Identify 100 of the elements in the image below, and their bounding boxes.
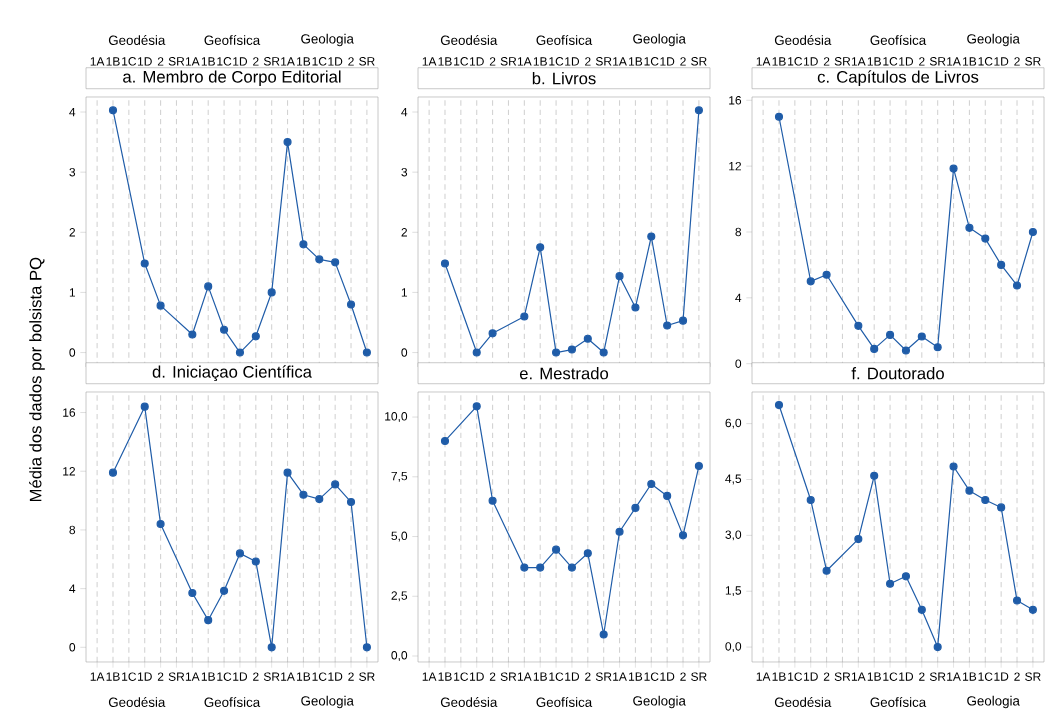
x-tick-label: 1B	[438, 57, 452, 66]
x-tick-label: SR	[1025, 672, 1041, 681]
point	[315, 495, 324, 504]
x-tick-label: 1B	[867, 57, 881, 66]
x-tick-label: 2	[1014, 57, 1020, 66]
text: Geofísica	[870, 35, 927, 45]
x-tick-label: SR	[168, 57, 185, 66]
point	[583, 334, 592, 343]
x-tick-label: 1D	[803, 672, 818, 681]
point	[251, 332, 260, 341]
x-tick-label: 1B	[106, 672, 120, 681]
x-tick-label: SR	[929, 672, 946, 681]
point	[283, 138, 292, 147]
text: Geodésia	[108, 35, 166, 45]
point	[567, 563, 577, 572]
x-tick-label: 1D	[328, 57, 343, 66]
x-tick-label: 1C	[644, 672, 659, 681]
x-tick-label: 1B	[106, 57, 120, 66]
y-axis-title: Média dos dados por bolsista PQ	[29, 257, 45, 502]
x-tick-label: 2	[253, 57, 259, 66]
point	[870, 344, 879, 353]
text: Geologia	[301, 33, 354, 47]
point	[854, 321, 863, 330]
point	[822, 270, 831, 279]
y-tick-label: 1,5	[725, 586, 742, 597]
x-tick-label: 1D	[233, 57, 248, 66]
x-tick-label: 1B	[297, 672, 311, 681]
x-tick-label: 1D	[328, 672, 343, 681]
point	[694, 106, 703, 115]
y-tick-label: 3	[401, 167, 408, 177]
x-tick-label: 1D	[660, 672, 675, 681]
x-tick-label: 1A	[90, 57, 105, 66]
point	[315, 255, 324, 264]
x-tick-label: 1D	[994, 57, 1009, 66]
point	[472, 402, 481, 411]
chart-title: e. Mestrado	[519, 367, 609, 380]
y-tick-label: 0,0	[725, 642, 742, 653]
point	[806, 495, 815, 505]
point	[949, 164, 958, 173]
x-tick-label: SR	[263, 672, 280, 681]
text: Geodésia	[774, 35, 832, 45]
point	[678, 531, 688, 540]
point	[678, 316, 688, 325]
y-tick-label: 5,0	[391, 531, 408, 542]
point	[870, 471, 879, 480]
x-tick-label: 1D	[899, 672, 914, 681]
point	[267, 643, 276, 652]
x-tick-label: 1C	[122, 57, 137, 66]
y-tick-label: 3	[69, 167, 76, 177]
x-tick-label: 1C	[883, 57, 898, 66]
x-tick-label: 1D	[469, 57, 484, 66]
point	[854, 535, 863, 544]
text: Geologia	[301, 695, 354, 709]
point	[822, 566, 831, 575]
y-tick-label: 8	[735, 227, 742, 237]
point	[917, 332, 926, 341]
text: Geofísica	[204, 35, 261, 45]
x-tick-label: 2	[823, 672, 830, 681]
point	[440, 436, 450, 446]
x-tick-label: 1A	[517, 672, 532, 681]
chart-title: b. Livros	[532, 72, 596, 85]
x-tick-label: SR	[595, 672, 612, 681]
y-tick-label: 3,0	[725, 530, 742, 541]
point	[901, 346, 911, 355]
x-tick-label: 1B	[963, 672, 977, 681]
point	[965, 486, 974, 495]
x-tick-label: 2	[348, 57, 354, 66]
x-tick-label: 2	[585, 672, 591, 681]
x-tick-label: 1B	[533, 57, 547, 66]
point	[188, 330, 197, 339]
point	[933, 343, 942, 352]
x-tick-label: 1A	[947, 57, 961, 66]
y-tick-label: 7,5	[391, 471, 408, 482]
x-tick-label: 1C	[788, 672, 803, 681]
x-tick-label: 1A	[517, 57, 532, 66]
y-tick-label: 4	[401, 107, 408, 117]
point	[220, 325, 229, 334]
x-tick-label: 1B	[867, 672, 881, 681]
x-tick-label: 1C	[312, 57, 327, 66]
point	[917, 605, 926, 614]
x-tick-label: 1B	[201, 672, 215, 681]
y-tick-label: 8	[69, 525, 76, 535]
x-tick-label: 2	[919, 672, 925, 681]
y-tick-label: 1	[69, 288, 76, 297]
point	[520, 312, 529, 321]
point	[488, 329, 497, 338]
x-tick-label: 1B	[438, 672, 452, 681]
y-tick-label: 4	[69, 584, 76, 593]
x-tick-label: 1C	[549, 672, 564, 681]
point	[472, 348, 481, 357]
point	[1012, 281, 1022, 290]
x-tick-label: 1C	[978, 672, 993, 681]
x-tick-label: 1C	[788, 57, 803, 66]
point	[997, 260, 1006, 269]
point	[156, 519, 165, 529]
y-tick-label: 4,5	[725, 474, 742, 485]
point	[1028, 227, 1037, 237]
point	[362, 348, 371, 357]
x-tick-label: 1A	[90, 672, 105, 681]
point	[647, 479, 656, 489]
